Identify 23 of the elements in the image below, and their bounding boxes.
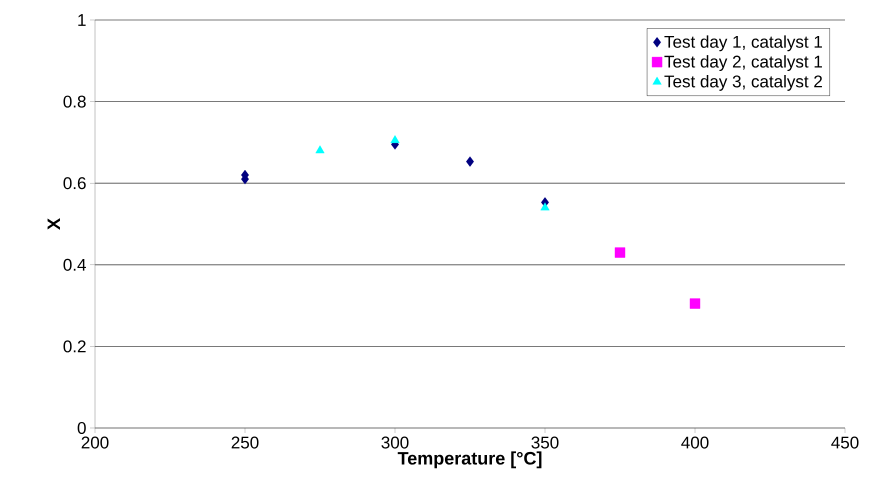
- point: [315, 145, 325, 154]
- y-axis-title: X: [48, 218, 60, 230]
- x-tick-label: 450: [831, 436, 859, 449]
- y-tick-label: 1: [78, 14, 86, 26]
- y-tick-label: 0.8: [63, 96, 86, 108]
- point: [690, 298, 700, 309]
- y-tick-label: 0.2: [63, 340, 86, 352]
- x-tick-label: 200: [82, 436, 109, 449]
- legend-label: Test day 1, catalyst 1: [664, 35, 822, 52]
- x-tick-label: 250: [232, 436, 259, 449]
- x-tick-label: 300: [381, 436, 409, 449]
- x-tick-label: 350: [531, 436, 559, 449]
- legend-label: Test day 3, catalyst 2: [664, 75, 822, 91]
- y-tick-label: 0.6: [63, 177, 86, 190]
- x-tick-label: 400: [681, 436, 709, 449]
- y-tick-label: 0: [78, 422, 86, 434]
- point: [540, 202, 550, 210]
- x-axis-title: Temperature [°C]: [398, 451, 542, 468]
- point: [614, 247, 626, 258]
- point: [390, 135, 400, 144]
- y-tick-label: 0.4: [63, 258, 86, 271]
- point: [466, 156, 474, 167]
- legend-label: Test day 2, catalyst 1: [664, 55, 822, 72]
